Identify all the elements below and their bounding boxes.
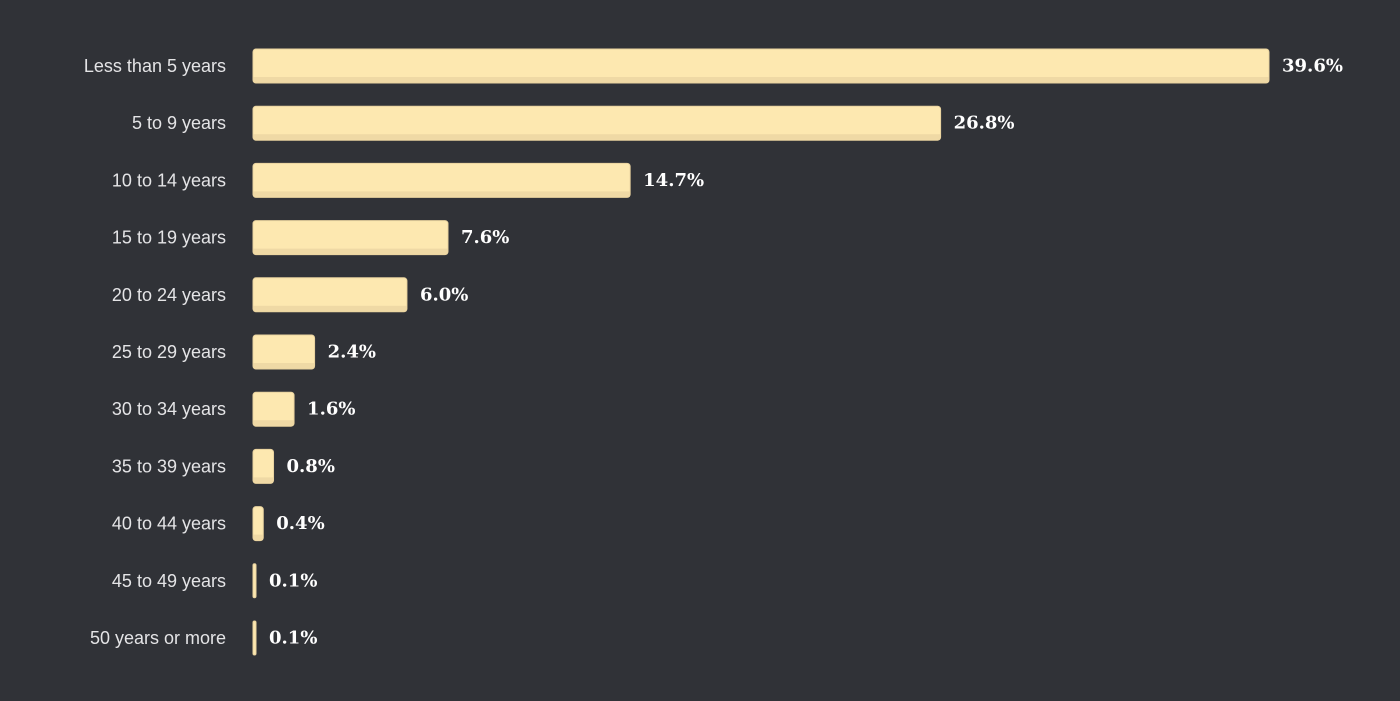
value-label: 6.0% <box>420 284 468 305</box>
bar-fill <box>252 334 316 370</box>
category-label: 45 to 49 years <box>112 571 226 591</box>
category-label: 40 to 44 years <box>112 514 226 534</box>
bar-fill <box>252 391 295 427</box>
bar <box>252 563 257 599</box>
bar-shade <box>253 134 941 140</box>
bar-shade <box>253 191 630 197</box>
value-label: 0.4% <box>276 513 324 534</box>
bar <box>252 162 631 198</box>
bar-fill <box>252 620 257 656</box>
bar <box>252 391 295 427</box>
category-label: 25 to 29 years <box>112 342 226 362</box>
bar-fill <box>252 162 631 198</box>
category-label: Less than 5 years <box>84 56 226 76</box>
bar <box>252 277 408 313</box>
bar-shade <box>253 77 1269 83</box>
category-label: 50 years or more <box>90 628 226 648</box>
bar-shade <box>253 477 274 483</box>
category-label: 35 to 39 years <box>112 456 226 476</box>
category-label: 5 to 9 years <box>132 113 226 133</box>
bar-fill <box>252 48 1270 84</box>
bar <box>252 334 316 370</box>
bar <box>252 48 1270 84</box>
bar-fill <box>252 448 275 484</box>
value-label: 2.4% <box>328 342 376 363</box>
bar-fill <box>252 220 449 256</box>
bar <box>252 105 942 141</box>
value-label: 0.1% <box>269 628 317 649</box>
bar-shade <box>253 534 263 541</box>
category-label: 10 to 14 years <box>112 170 226 190</box>
bar <box>252 448 275 484</box>
category-label: 15 to 19 years <box>112 228 226 248</box>
bar-fill <box>252 563 257 599</box>
value-label: 39.6% <box>1282 56 1343 77</box>
bar <box>252 620 257 656</box>
bar <box>252 220 449 256</box>
value-label: 26.8% <box>954 113 1015 134</box>
bar <box>252 506 264 542</box>
category-label: 30 to 34 years <box>112 399 226 419</box>
bar-fill <box>252 277 408 313</box>
bar-shade <box>253 305 407 312</box>
bar-shade <box>253 420 294 426</box>
bar-fill <box>252 105 942 141</box>
value-label: 1.6% <box>307 399 355 420</box>
bar-fill <box>252 506 264 542</box>
value-label: 14.7% <box>643 170 704 191</box>
value-label: 0.8% <box>287 456 335 477</box>
bar-shade <box>253 363 315 369</box>
value-label: 0.1% <box>269 570 317 591</box>
category-label: 20 to 24 years <box>112 285 226 305</box>
value-label: 7.6% <box>461 227 509 248</box>
bar-shade <box>253 248 448 255</box>
